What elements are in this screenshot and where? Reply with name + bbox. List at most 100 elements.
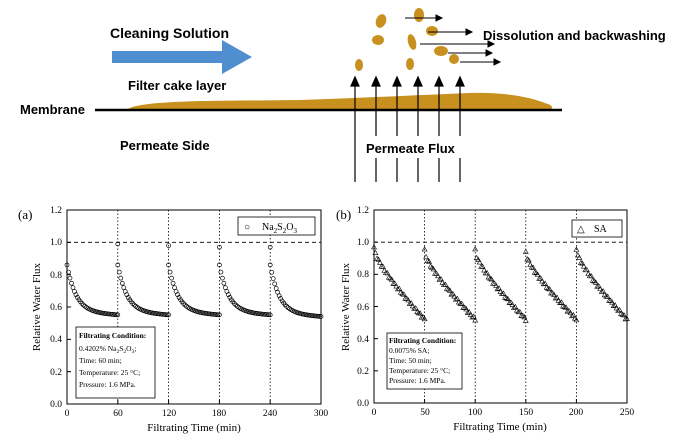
y-tick-label: 0.4 — [50, 335, 62, 345]
x-tick-label: 200 — [569, 408, 584, 418]
data-point — [118, 275, 124, 281]
data-point — [212, 312, 218, 317]
data-point — [546, 286, 553, 292]
cond-part: S — [119, 344, 123, 353]
data-point — [372, 249, 379, 256]
data-point — [563, 304, 569, 310]
data-point — [539, 278, 546, 284]
chart-a-x-ticks: 0 60 120 180 240 300 — [65, 409, 329, 419]
data-point — [257, 311, 263, 317]
data-point — [525, 257, 532, 263]
data-point — [113, 312, 119, 318]
chart-a-marks — [64, 210, 324, 404]
data-point — [276, 293, 282, 299]
chart-a-x-axis-label: Filtrating Time (min) — [147, 422, 241, 434]
data-point — [469, 314, 476, 320]
condition-temperature: Temperature: 25 °C; — [79, 368, 140, 377]
data-point — [421, 246, 428, 252]
data-point — [579, 260, 586, 266]
x-tick-label: 240 — [263, 409, 278, 419]
chart-b-x-ticks: 0 50 100 150 200 250 — [372, 408, 635, 418]
data-point — [396, 285, 403, 291]
data-point — [554, 294, 560, 300]
data-point — [121, 285, 127, 291]
legend-marker: △ — [577, 224, 585, 235]
data-point — [388, 276, 395, 282]
data-point — [119, 280, 125, 286]
data-point — [384, 270, 391, 276]
x-tick-label: 0 — [65, 409, 70, 419]
data-point — [272, 281, 278, 287]
data-point — [619, 311, 626, 317]
x-tick-label: 100 — [468, 408, 483, 418]
data-point — [598, 288, 605, 294]
x-tick-label: 250 — [620, 408, 635, 418]
data-point — [175, 292, 180, 298]
data-point — [405, 297, 412, 303]
data-point — [125, 295, 131, 300]
data-point — [391, 280, 398, 286]
data-point — [157, 311, 162, 317]
chart-a-panel-label: (a) — [18, 207, 32, 222]
y-tick-label: 1.0 — [357, 238, 369, 248]
data-point — [411, 305, 418, 311]
data-point — [570, 312, 577, 318]
data-point — [231, 301, 237, 306]
data-point — [155, 311, 161, 317]
data-point — [494, 285, 501, 292]
x-tick-label: 60 — [113, 409, 123, 419]
data-point — [181, 301, 186, 306]
x-tick-label: 300 — [314, 409, 329, 419]
data-point — [394, 286, 401, 292]
data-point — [464, 309, 471, 315]
data-point — [176, 295, 182, 300]
condition-concentration: 0.0075% SA; — [389, 346, 429, 355]
data-point — [166, 312, 171, 318]
data-point — [574, 252, 581, 258]
data-point — [545, 285, 552, 291]
data-point — [521, 314, 528, 320]
filter-cake-layer — [127, 92, 553, 110]
condition-title: Filtrating Condition: — [79, 331, 146, 340]
data-point — [597, 285, 604, 291]
data-point — [315, 313, 321, 319]
data-point — [377, 259, 383, 265]
data-point — [374, 255, 380, 261]
data-point — [170, 280, 176, 286]
legend-sub: 2 — [274, 227, 278, 235]
data-point — [112, 312, 118, 317]
backwash-arrows — [405, 14, 502, 66]
data-point — [463, 306, 470, 312]
data-point — [314, 313, 319, 319]
x-tick-label: 150 — [519, 408, 534, 418]
data-point — [479, 263, 486, 269]
data-point — [217, 262, 222, 268]
permeate-flux-arrows — [350, 75, 465, 182]
data-point — [609, 299, 616, 305]
condition-title: Filtrating Condition: — [389, 336, 456, 345]
data-point — [527, 261, 534, 267]
data-point — [380, 263, 386, 269]
chart-b-panel-label: (b) — [336, 207, 351, 222]
data-point — [282, 302, 288, 308]
data-point — [564, 308, 571, 314]
data-point — [528, 264, 535, 270]
data-point — [278, 296, 284, 301]
data-point — [318, 314, 324, 319]
data-point — [385, 274, 392, 280]
data-point — [484, 269, 491, 276]
y-tick-label: 0.6 — [50, 303, 62, 313]
y-tick-label: 0.0 — [50, 400, 62, 410]
legend-mid: S — [277, 222, 283, 233]
data-point — [583, 266, 590, 273]
data-point — [115, 262, 121, 268]
data-point — [435, 272, 441, 279]
data-point — [261, 311, 267, 317]
chart-a-y-ticks: 0.0 0.2 0.4 0.6 0.8 1.0 1.2 — [50, 206, 62, 410]
data-point — [618, 310, 624, 316]
dissolution-backwashing-label: Dissolution and backwashing — [483, 28, 666, 43]
data-point — [588, 273, 595, 279]
chart-b-marks — [371, 210, 630, 403]
y-tick-label: 0.2 — [50, 368, 62, 378]
data-point — [406, 300, 413, 306]
